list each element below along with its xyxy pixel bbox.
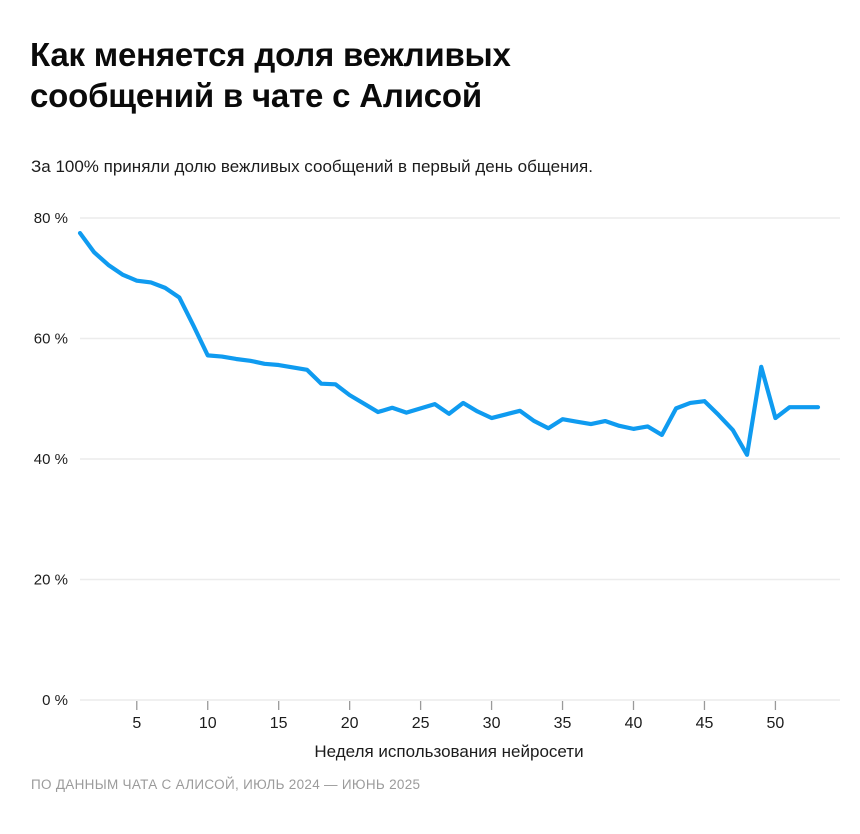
y-axis-tick-labels: 0 % 20 % 40 % 60 % 80 % xyxy=(34,210,68,709)
y-axis-tick-label: 40 % xyxy=(34,451,68,468)
x-axis-tick-label: 35 xyxy=(554,715,572,732)
x-axis-tick-label: 10 xyxy=(199,715,217,732)
y-axis-tick-label: 80 % xyxy=(34,210,68,227)
x-axis-tick-label: 25 xyxy=(412,715,430,732)
x-axis-tick-label: 30 xyxy=(483,715,501,732)
x-axis-tick-label: 40 xyxy=(625,715,643,732)
x-axis-title: Неделя использования нейросети xyxy=(314,742,583,761)
x-axis-tick-labels: 5 10 15 20 25 30 35 40 45 50 xyxy=(132,701,784,732)
series-line xyxy=(77,230,821,457)
x-axis-tick-label: 20 xyxy=(341,715,359,732)
y-axis-tick-label: 0 % xyxy=(42,692,68,709)
chart-subtitle: За 100% приняли долю вежливых сообщений … xyxy=(31,157,593,176)
x-axis-tick-label: 5 xyxy=(132,715,141,732)
x-axis-tick-label: 50 xyxy=(767,715,785,732)
x-axis-tick-label: 15 xyxy=(270,715,288,732)
data-series-group xyxy=(77,230,821,457)
x-axis-tick-label: 45 xyxy=(696,715,714,732)
y-axis-tick-label: 20 % xyxy=(34,572,68,589)
gridlines xyxy=(80,217,840,701)
y-axis-tick-label: 60 % xyxy=(34,331,68,348)
source-note: ПО ДАННЫМ ЧАТА С АЛИСОЙ, ИЮЛЬ 2024 — ИЮН… xyxy=(31,777,421,792)
page-title: Как меняется доля вежливых сообщений в ч… xyxy=(30,36,511,114)
